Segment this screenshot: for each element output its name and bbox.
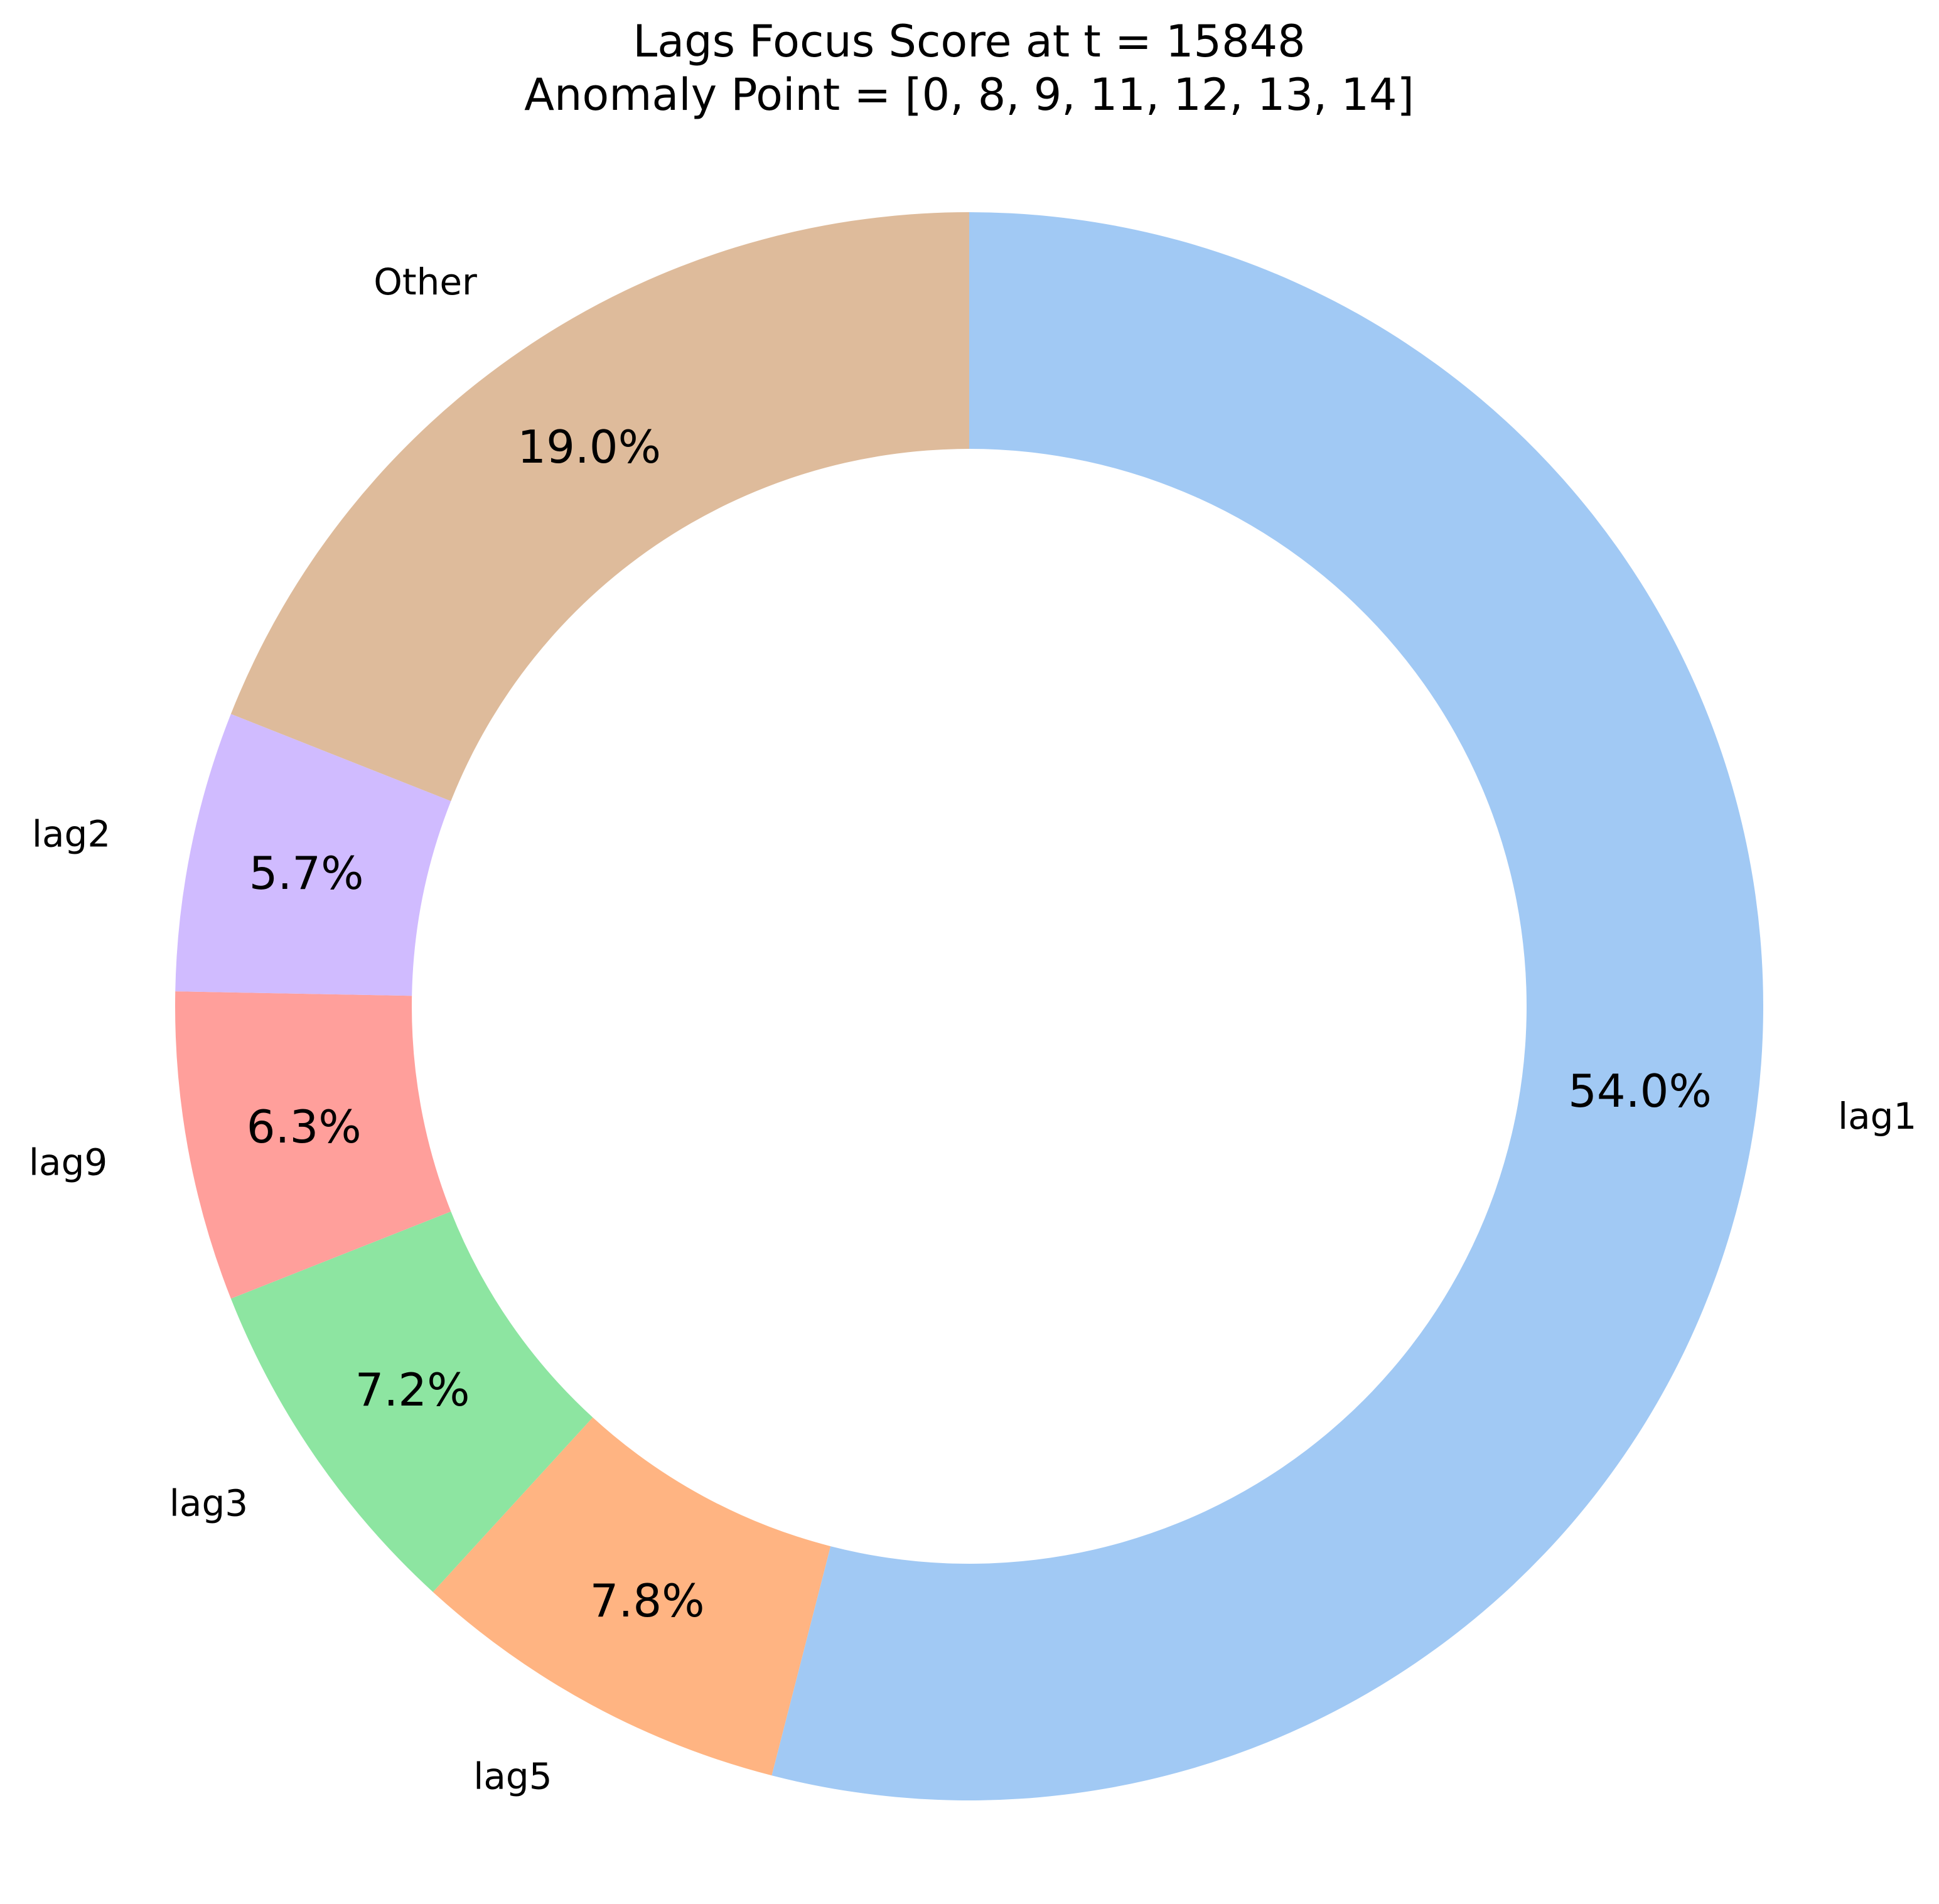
slice-category-label-lag2: lag2	[32, 813, 110, 856]
slice-category-label-lag1: lag1	[1838, 1095, 1916, 1138]
slice-category-label-lag9: lag9	[29, 1141, 107, 1183]
donut-slice-lag2	[175, 714, 451, 996]
chart-subtitle: Anomaly Point = [0, 8, 9, 11, 12, 13, 14…	[524, 69, 1414, 121]
chart-title: Lags Focus Score at t = 15848	[633, 16, 1305, 67]
donut-slice-lag9	[175, 991, 451, 1299]
slice-percent-label-lag5: 7.8%	[590, 1574, 705, 1627]
slice-percent-label-lag9: 6.3%	[247, 1100, 362, 1153]
slice-category-label-lag5: lag5	[473, 1755, 552, 1798]
slice-category-label-lag3: lag3	[169, 1482, 248, 1524]
donut-slice-lag3	[230, 1211, 593, 1592]
slice-percent-label-lag1: 54.0%	[1568, 1065, 1712, 1117]
donut-slice-lag1	[771, 212, 1763, 1800]
slice-percent-label-lag3: 7.2%	[355, 1363, 470, 1416]
donut-slice-lag5	[432, 1417, 831, 1776]
donut-slices	[175, 212, 1763, 1800]
slice-percent-label-lag2: 5.7%	[249, 847, 364, 900]
slice-category-label-other: Other	[373, 261, 477, 303]
slice-percent-labels: 54.0% 7.8% 7.2% 6.3% 5.7% 19.0%	[247, 421, 1712, 1627]
slice-percent-label-other: 19.0%	[517, 421, 661, 473]
donut-slice-other	[230, 212, 969, 802]
slice-category-labels: lag1 lag5 lag3 lag9 lag2 Other	[29, 261, 1916, 1797]
